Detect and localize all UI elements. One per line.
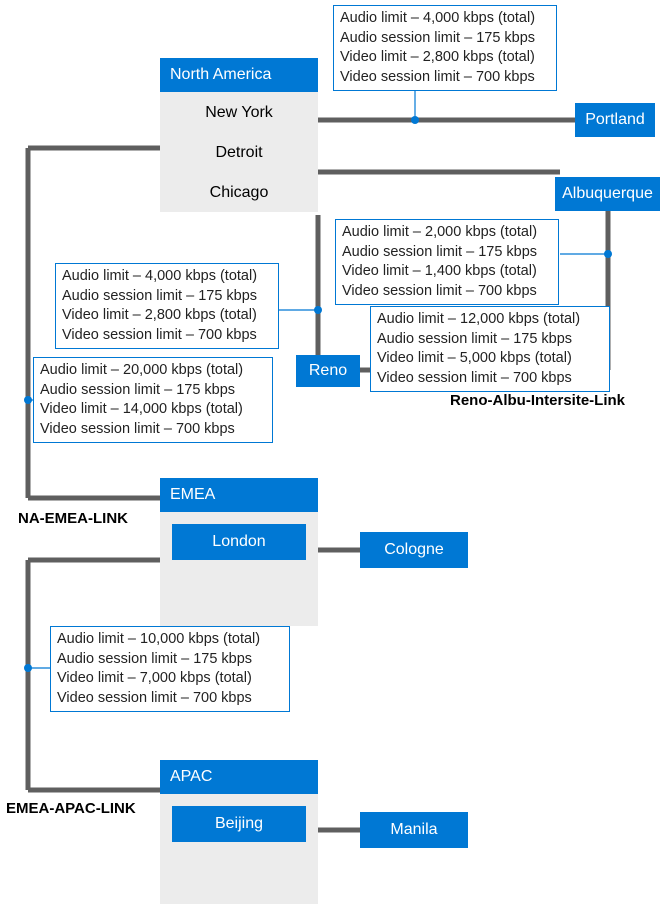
na-city-detroit: Detroit bbox=[160, 144, 318, 162]
limits-reno-left: Audio limit – 4,000 kbps (total) Audio s… bbox=[55, 263, 279, 349]
apac-manila: Manila bbox=[360, 812, 468, 848]
limits-albu-l4: Video session limit – 700 kbps bbox=[342, 282, 552, 302]
limits-NE-l1: Audio limit – 20,000 kbps (total) bbox=[40, 361, 266, 381]
apac-region: APAC Beijing bbox=[160, 760, 318, 904]
limits-EA-l2: Audio session limit – 175 kbps bbox=[57, 650, 283, 670]
emea-london: London bbox=[172, 524, 306, 560]
limits-EA-l1: Audio limit – 10,000 kbps (total) bbox=[57, 630, 283, 650]
limits-emea-apac: Audio limit – 10,000 kbps (total) Audio … bbox=[50, 626, 290, 712]
limits-albu: Audio limit – 2,000 kbps (total) Audio s… bbox=[335, 219, 559, 305]
limits-na-emea: Audio limit – 20,000 kbps (total) Audio … bbox=[33, 357, 273, 443]
emea-cologne: Cologne bbox=[360, 532, 468, 568]
limits-top-l3: Video limit – 2,800 kbps (total) bbox=[340, 48, 550, 68]
limits-albu-l2: Audio session limit – 175 kbps bbox=[342, 243, 552, 263]
limits-top-l1: Audio limit – 4,000 kbps (total) bbox=[340, 9, 550, 29]
na-header: North America bbox=[160, 58, 318, 92]
na-region: North America New York Detroit Chicago bbox=[160, 58, 318, 212]
apac-header: APAC bbox=[160, 760, 318, 794]
limits-RA-l1: Audio limit – 12,000 kbps (total) bbox=[377, 310, 603, 330]
limits-RA-l3: Video limit – 5,000 kbps (total) bbox=[377, 349, 603, 369]
node-portland: Portland bbox=[575, 103, 655, 137]
node-albuquerque: Albuquerque bbox=[555, 177, 660, 211]
label-emea-apac: EMEA-APAC-LINK bbox=[6, 800, 136, 817]
limits-albu-l3: Video limit – 1,400 kbps (total) bbox=[342, 262, 552, 282]
limits-EA-l4: Video session limit – 700 kbps bbox=[57, 689, 283, 709]
limits-renoL-l3: Video limit – 2,800 kbps (total) bbox=[62, 306, 272, 326]
limits-renoL-l4: Video session limit – 700 kbps bbox=[62, 326, 272, 346]
emea-region: EMEA London bbox=[160, 478, 318, 626]
limits-top-l2: Audio session limit – 175 kbps bbox=[340, 29, 550, 49]
limits-reno-albu: Audio limit – 12,000 kbps (total) Audio … bbox=[370, 306, 610, 392]
limits-NE-l3: Video limit – 14,000 kbps (total) bbox=[40, 400, 266, 420]
limits-albu-l1: Audio limit – 2,000 kbps (total) bbox=[342, 223, 552, 243]
label-reno-albu: Reno-Albu-Intersite-Link bbox=[450, 392, 625, 409]
label-na-emea: NA-EMEA-LINK bbox=[18, 510, 128, 527]
emea-header: EMEA bbox=[160, 478, 318, 512]
limits-renoL-l2: Audio session limit – 175 kbps bbox=[62, 287, 272, 307]
na-city-newyork: New York bbox=[160, 104, 318, 122]
na-city-chicago: Chicago bbox=[160, 184, 318, 202]
limits-EA-l3: Video limit – 7,000 kbps (total) bbox=[57, 669, 283, 689]
limits-NE-l2: Audio session limit – 175 kbps bbox=[40, 381, 266, 401]
limits-RA-l2: Audio session limit – 175 kbps bbox=[377, 330, 603, 350]
node-reno: Reno bbox=[296, 355, 360, 387]
limits-renoL-l1: Audio limit – 4,000 kbps (total) bbox=[62, 267, 272, 287]
limits-RA-l4: Video session limit – 700 kbps bbox=[377, 369, 603, 389]
limits-top: Audio limit – 4,000 kbps (total) Audio s… bbox=[333, 5, 557, 91]
limits-top-l4: Video session limit – 700 kbps bbox=[340, 68, 550, 88]
apac-beijing: Beijing bbox=[172, 806, 306, 842]
limits-NE-l4: Video session limit – 700 kbps bbox=[40, 420, 266, 440]
